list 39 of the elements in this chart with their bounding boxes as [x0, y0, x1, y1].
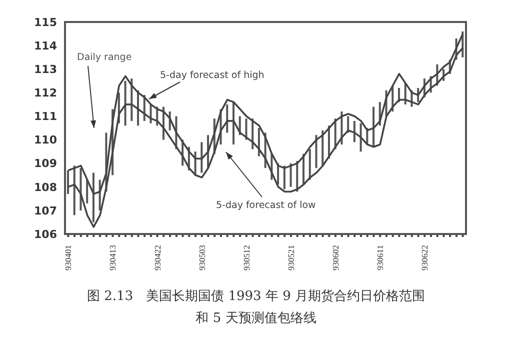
- x-tick-label: 930521: [286, 245, 296, 270]
- y-tick-label: 113: [34, 63, 57, 76]
- x-tick-label: 930622: [420, 245, 430, 270]
- text: 和 5 天预测值包络线: [194, 310, 318, 328]
- series-label: Daily range: [77, 52, 132, 63]
- y-tick-label: 115: [34, 16, 57, 29]
- x-tick-label: 930401: [63, 245, 74, 270]
- y-tick-label: 107: [34, 204, 57, 218]
- x-tick-label: 930602: [330, 245, 341, 270]
- bar: [80, 168, 82, 210]
- bar: [92, 172, 94, 222]
- bar: [124, 80, 126, 126]
- x-tick-label: 930611: [375, 245, 386, 270]
- bar: [232, 102, 234, 144]
- y-tick-label: 110: [34, 134, 58, 147]
- text: 图 2.13 美国长期国债 1993 年 9 月期货合约日价格范围: [86, 288, 426, 306]
- y-tick-label: 111: [34, 110, 57, 124]
- text: 5-day forecast of low: [216, 200, 316, 211]
- bar: [308, 149, 311, 180]
- bar: [315, 135, 318, 168]
- bar: [372, 106, 375, 147]
- bar: [360, 123, 362, 152]
- bar: [200, 142, 203, 173]
- bar: [290, 163, 292, 187]
- y-tick-label: 106: [34, 228, 58, 241]
- x-tick-label: 930512: [241, 245, 252, 270]
- y-tick-label: 108: [34, 180, 57, 194]
- bar: [73, 166, 76, 216]
- bar: [67, 170, 69, 194]
- bar: [258, 128, 260, 156]
- x-tick-label: 930413: [108, 245, 118, 270]
- bar: [283, 166, 286, 190]
- y-tick-label: 112: [34, 86, 57, 100]
- bar: [86, 180, 88, 204]
- x-tick-label: 930503: [196, 245, 207, 270]
- y-tick-label: 114: [34, 39, 58, 52]
- text: 5-day forecast of high: [160, 70, 264, 81]
- x-tick-label: 930422: [152, 245, 162, 270]
- y-tick-label: 109: [34, 157, 57, 170]
